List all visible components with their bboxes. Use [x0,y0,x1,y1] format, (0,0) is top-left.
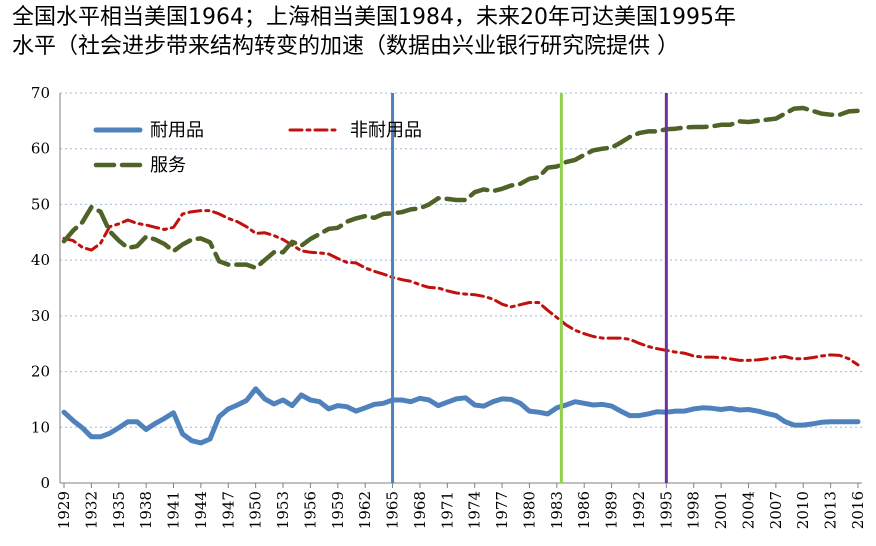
legend-label-3: 服务 [150,155,186,176]
x-tick-label-1962: 1962 [356,491,374,529]
x-tick-label-2016: 2016 [849,491,867,529]
y-tick-label-20: 20 [31,363,50,381]
x-tick-label-1959: 1959 [329,491,347,529]
x-tick-label-1944: 1944 [192,491,210,529]
x-tick-label-1956: 1956 [301,491,319,529]
x-tick-label-1929: 1929 [55,491,73,529]
x-tick-label-1986: 1986 [575,491,593,529]
series-line-2 [62,209,860,367]
x-tick-label-1971: 1971 [438,491,456,529]
series-line-1 [61,386,861,446]
x-tick-label-1947: 1947 [219,491,237,529]
x-tick-label-1965: 1965 [384,491,402,529]
x-tick-label-1968: 1968 [411,491,429,529]
x-tick-label-1938: 1938 [137,491,155,529]
x-tick-label-1950: 1950 [247,491,265,529]
x-tick-label-2004: 2004 [739,491,757,529]
legend-label-2: 非耐用品 [350,120,422,141]
x-tick-label-1998: 1998 [685,491,703,529]
y-tick-label-10: 10 [31,418,50,436]
chart-title-line-2: 水平（社会进步带来结构转变的加速（数据由兴业银行研究院提供 ） [12,34,679,59]
x-tick-label-1980: 1980 [520,491,538,529]
x-tick-label-1941: 1941 [165,491,183,529]
y-tick-label-50: 50 [31,195,50,213]
y-tick-label-30: 30 [31,307,50,325]
y-tick-label-40: 40 [31,251,50,269]
x-tick-label-2013: 2013 [822,491,840,529]
x-tick-label-1989: 1989 [603,491,621,529]
x-tick-label-1977: 1977 [493,491,511,529]
series-line-3 [61,105,861,271]
chart-title-line-1: 全国水平相当美国1964；上海相当美国1984，未来20年可达美国1995年 [12,5,736,30]
y-tick-label-60: 60 [31,140,50,158]
y-tick-label-0: 0 [40,474,50,492]
legend-label-1: 耐用品 [150,120,204,141]
x-tick-label-2007: 2007 [767,491,785,529]
x-tick-label-2001: 2001 [712,491,730,529]
x-tick-label-1953: 1953 [274,491,292,529]
x-tick-label-1992: 1992 [630,491,648,529]
x-tick-label-1995: 1995 [657,491,675,529]
y-tick-label-70: 70 [31,84,50,102]
x-tick-label-2010: 2010 [794,491,812,529]
x-tick-label-1935: 1935 [110,491,128,529]
x-tick-label-1974: 1974 [466,491,484,529]
x-tick-label-1932: 1932 [82,491,100,529]
x-tick-label-1983: 1983 [548,491,566,529]
